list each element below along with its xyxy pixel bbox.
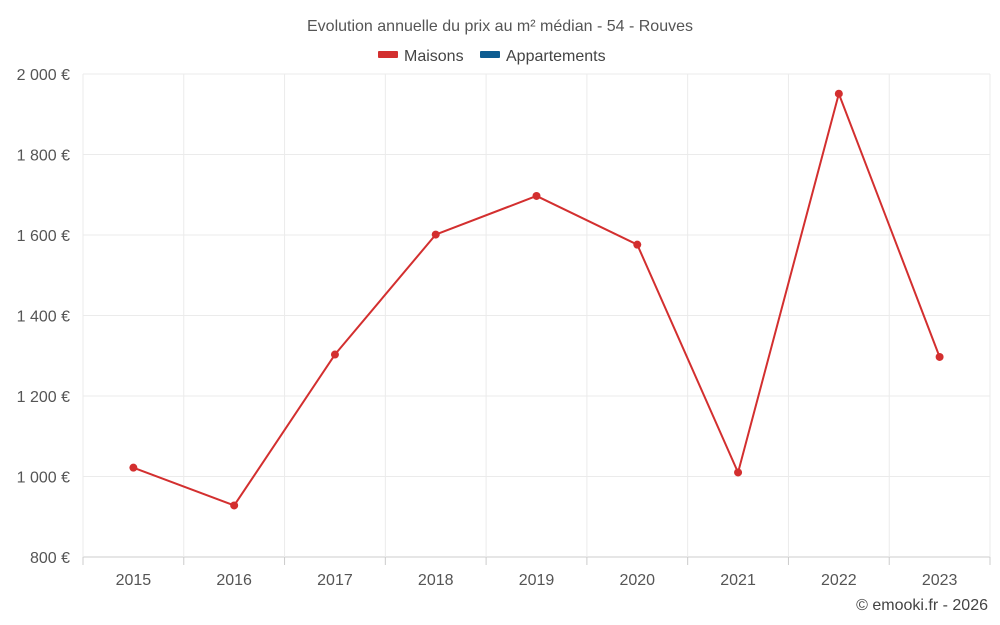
legend-swatch-appartements <box>480 51 500 58</box>
y-tick-label: 1 600 € <box>17 228 70 245</box>
x-tick-label: 2019 <box>519 572 555 589</box>
series-layer <box>129 89 944 510</box>
x-tick-label: 2018 <box>418 572 454 589</box>
data-point-maisons[interactable] <box>633 240 642 249</box>
data-point-maisons[interactable] <box>330 350 339 359</box>
x-tick-label: 2021 <box>720 572 756 589</box>
y-tick-label: 1 200 € <box>17 389 70 406</box>
data-point-maisons[interactable] <box>230 501 239 510</box>
y-tick-label: 1 400 € <box>17 309 70 326</box>
x-tick-label: 2015 <box>116 572 152 589</box>
legend-label-maisons[interactable]: Maisons <box>404 48 464 65</box>
x-tick-label: 2022 <box>821 572 857 589</box>
data-point-maisons[interactable] <box>431 230 440 239</box>
y-tick-label: 800 € <box>30 550 70 567</box>
chart-title: Evolution annuelle du prix au m² médian … <box>307 18 693 35</box>
x-tick-label: 2020 <box>619 572 655 589</box>
legend: Maisons Appartements <box>378 48 606 65</box>
x-tick-label: 2017 <box>317 572 353 589</box>
series-line-maisons <box>133 92 941 507</box>
legend-swatch-maisons <box>378 51 398 58</box>
data-point-maisons[interactable] <box>834 89 843 98</box>
y-tick-label: 1 800 € <box>17 148 70 165</box>
x-tick-label: 2023 <box>922 572 958 589</box>
y-tick-label: 1 000 € <box>17 470 70 487</box>
y-axis-ticks: 800 € 1 000 € 1 200 € 1 400 € 1 600 € 1 800 €… <box>17 67 70 567</box>
data-point-maisons[interactable] <box>935 352 944 361</box>
x-tick-label: 2016 <box>216 572 252 589</box>
data-point-maisons[interactable] <box>532 191 541 200</box>
credit-text: © emooki.fr - 2026 <box>856 597 988 614</box>
data-point-maisons[interactable] <box>129 463 138 472</box>
grid-layer <box>82 73 991 565</box>
x-axis-ticks: 2015 2016 2017 2018 2019 2020 2021 2022 2023 <box>116 572 958 589</box>
y-tick-label: 2 000 € <box>17 67 70 84</box>
data-point-maisons[interactable] <box>734 468 743 477</box>
legend-label-appartements[interactable]: Appartements <box>506 48 606 65</box>
